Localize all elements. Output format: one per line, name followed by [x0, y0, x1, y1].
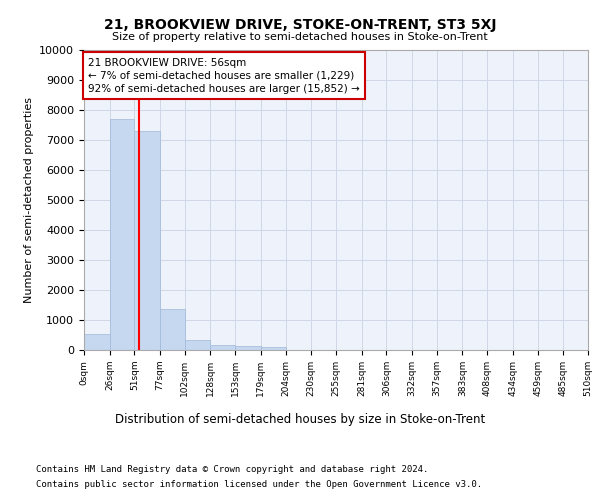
- Text: Contains HM Land Registry data © Crown copyright and database right 2024.: Contains HM Land Registry data © Crown c…: [36, 465, 428, 474]
- Bar: [110, 119, 134, 350]
- Bar: [160, 308, 185, 350]
- Text: Size of property relative to semi-detached houses in Stoke-on-Trent: Size of property relative to semi-detach…: [112, 32, 488, 42]
- Bar: [84, 334, 110, 350]
- Bar: [261, 347, 286, 350]
- Text: Distribution of semi-detached houses by size in Stoke-on-Trent: Distribution of semi-detached houses by …: [115, 412, 485, 426]
- Text: 21 BROOKVIEW DRIVE: 56sqm
← 7% of semi-detached houses are smaller (1,229)
92% o: 21 BROOKVIEW DRIVE: 56sqm ← 7% of semi-d…: [88, 58, 360, 94]
- Text: 21, BROOKVIEW DRIVE, STOKE-ON-TRENT, ST3 5XJ: 21, BROOKVIEW DRIVE, STOKE-ON-TRENT, ST3…: [104, 18, 496, 32]
- Bar: [211, 345, 235, 350]
- Y-axis label: Number of semi-detached properties: Number of semi-detached properties: [24, 97, 34, 303]
- Text: Contains public sector information licensed under the Open Government Licence v3: Contains public sector information licen…: [36, 480, 482, 489]
- Bar: [134, 131, 160, 350]
- Bar: [185, 340, 211, 350]
- Bar: [235, 346, 261, 350]
